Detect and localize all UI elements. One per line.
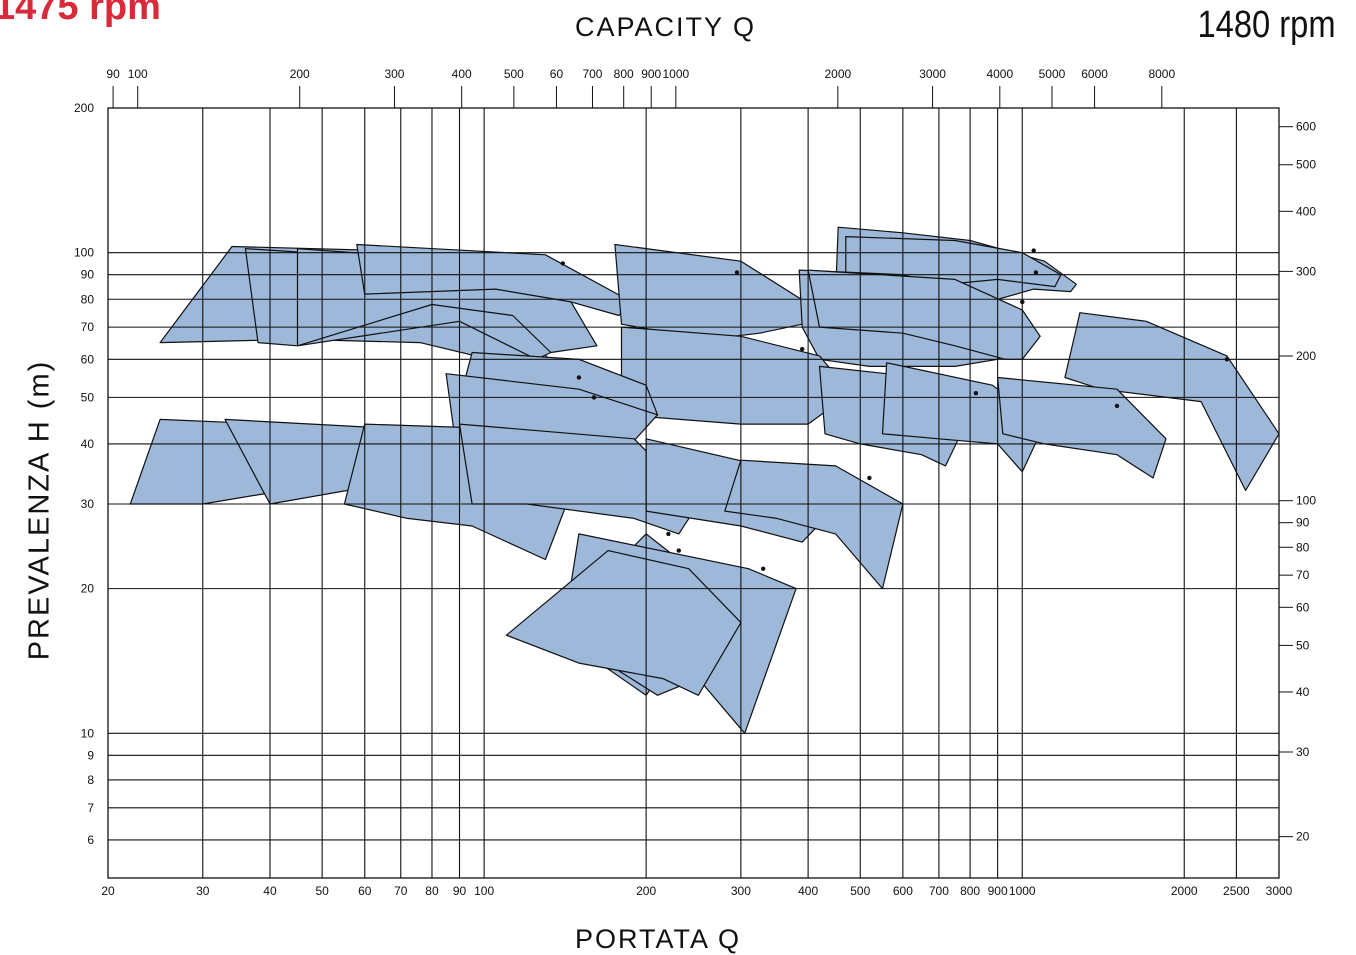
- right-tick-label: 40: [1296, 685, 1310, 699]
- right-tick-label: 50: [1296, 638, 1310, 652]
- performance-regions: [129, 226, 1280, 734]
- best-efficiency-point-16: [1114, 403, 1120, 409]
- right-tick-label: 80: [1296, 540, 1310, 554]
- right-tick-label: 200: [1296, 349, 1316, 363]
- right-tick-label: 60: [1296, 600, 1310, 614]
- performance-region-22: [724, 459, 904, 590]
- left-tick-label: 9: [87, 748, 94, 762]
- bottom-tick-label: 2500: [1223, 884, 1250, 898]
- best-efficiency-point-24: [761, 566, 766, 571]
- bottom-tick-label: 80: [425, 884, 439, 898]
- right-tick-label: 500: [1296, 158, 1316, 172]
- bottom-tick-label: 70: [394, 884, 408, 898]
- top-tick-label: 800: [614, 67, 634, 81]
- left-tick-label: 6: [87, 833, 94, 847]
- top-tick-label: 90: [106, 67, 120, 81]
- best-efficiency-point-23: [666, 531, 671, 537]
- right-tick-label: 20: [1296, 830, 1310, 844]
- top-tick-label: 100: [128, 67, 148, 81]
- left-tick-label: 70: [81, 320, 95, 334]
- best-efficiency-point-25: [676, 548, 681, 553]
- top-axis-title: CAPACITY Q: [575, 12, 757, 42]
- bottom-tick-label: 2000: [1171, 884, 1198, 898]
- bottom-tick-label: 100: [474, 884, 494, 898]
- bottom-tick-label: 800: [960, 884, 980, 898]
- right-tick-label: 600: [1296, 120, 1316, 134]
- bottom-tick-label: 700: [929, 884, 949, 898]
- left-tick-label: 10: [81, 726, 95, 740]
- top-tick-label: 1000: [662, 67, 689, 81]
- right-tick-label: 300: [1296, 264, 1316, 278]
- best-efficiency-point-11: [800, 346, 805, 352]
- top-tick-label: 5000: [1039, 67, 1066, 81]
- bottom-tick-label: 900: [988, 884, 1008, 898]
- bottom-tick-label: 300: [731, 884, 751, 898]
- right-tick-label: 90: [1296, 516, 1310, 530]
- best-efficiency-point-15: [973, 391, 979, 396]
- best-efficiency-point-22: [867, 475, 872, 481]
- top-tick-label: 60: [550, 67, 564, 81]
- performance-region-10: [1064, 312, 1280, 492]
- right-tick-label: 100: [1296, 494, 1316, 508]
- left-tick-label: 50: [81, 390, 95, 404]
- top-tick-label: 8000: [1148, 67, 1175, 81]
- axis-ticks: 20 30 40 50 60 70 80 90 100 200 300 400 500 600 700 800…: [74, 67, 1316, 898]
- left-tick-label: 8: [87, 773, 94, 787]
- plot-frame: [107, 107, 1280, 879]
- right-tick-label: 30: [1296, 745, 1310, 759]
- top-tick-label: 300: [384, 67, 404, 81]
- top-tick-label: 4000: [986, 67, 1013, 81]
- top-tick-label: 900: [641, 67, 661, 81]
- chart-grid: [108, 107, 1279, 878]
- top-tick-label: 500: [504, 67, 524, 81]
- left-tick-label: 20: [81, 582, 95, 596]
- top-tick-label: 6000: [1081, 67, 1108, 81]
- left-tick-label: 100: [74, 246, 94, 260]
- bottom-axis-title: PORTATA Q: [575, 924, 742, 954]
- corner-left-rpm-label: 1475 rpm: [0, 0, 161, 28]
- left-tick-label: 7: [87, 801, 94, 815]
- bottom-tick-label: 30: [196, 884, 210, 898]
- top-tick-label: 2000: [824, 67, 851, 81]
- performance-region-4: [356, 243, 633, 317]
- right-tick-label: 400: [1296, 204, 1316, 218]
- best-efficiency-point-7: [1033, 270, 1039, 275]
- bottom-tick-label: 1000: [1009, 884, 1036, 898]
- corner-right-rpm-label: 1480 rpm: [1197, 4, 1336, 46]
- performance-region-25: [505, 549, 742, 696]
- left-tick-label: 30: [81, 497, 95, 511]
- bottom-tick-label: 60: [358, 884, 372, 898]
- bottom-tick-label: 50: [315, 884, 329, 898]
- bottom-tick-label: 20: [101, 884, 115, 898]
- top-tick-label: 700: [582, 67, 602, 81]
- top-tick-label: 400: [452, 67, 472, 81]
- best-efficiency-point-12: [576, 375, 582, 380]
- top-tick-label: 200: [290, 67, 310, 81]
- performance-region-5: [614, 243, 815, 340]
- bottom-tick-label: 90: [453, 884, 467, 898]
- left-tick-label: 90: [81, 268, 95, 282]
- best-efficiency-point-6: [1031, 248, 1036, 253]
- left-tick-label: 60: [81, 352, 95, 366]
- top-tick-label: 3000: [919, 67, 946, 81]
- right-tick-label: 70: [1296, 568, 1310, 582]
- bottom-tick-label: 400: [798, 884, 818, 898]
- bottom-tick-label: 40: [263, 884, 277, 898]
- bottom-tick-label: 200: [636, 884, 656, 898]
- bottom-tick-label: 3000: [1266, 884, 1293, 898]
- bottom-tick-label: 500: [850, 884, 870, 898]
- best-efficiency-point-5: [734, 270, 740, 275]
- left-tick-label: 80: [81, 292, 95, 306]
- best-efficiency-point-4: [560, 261, 565, 266]
- left-tick-label: 40: [81, 437, 95, 451]
- left-tick-label: 200: [74, 101, 94, 115]
- bottom-tick-label: 600: [893, 884, 913, 898]
